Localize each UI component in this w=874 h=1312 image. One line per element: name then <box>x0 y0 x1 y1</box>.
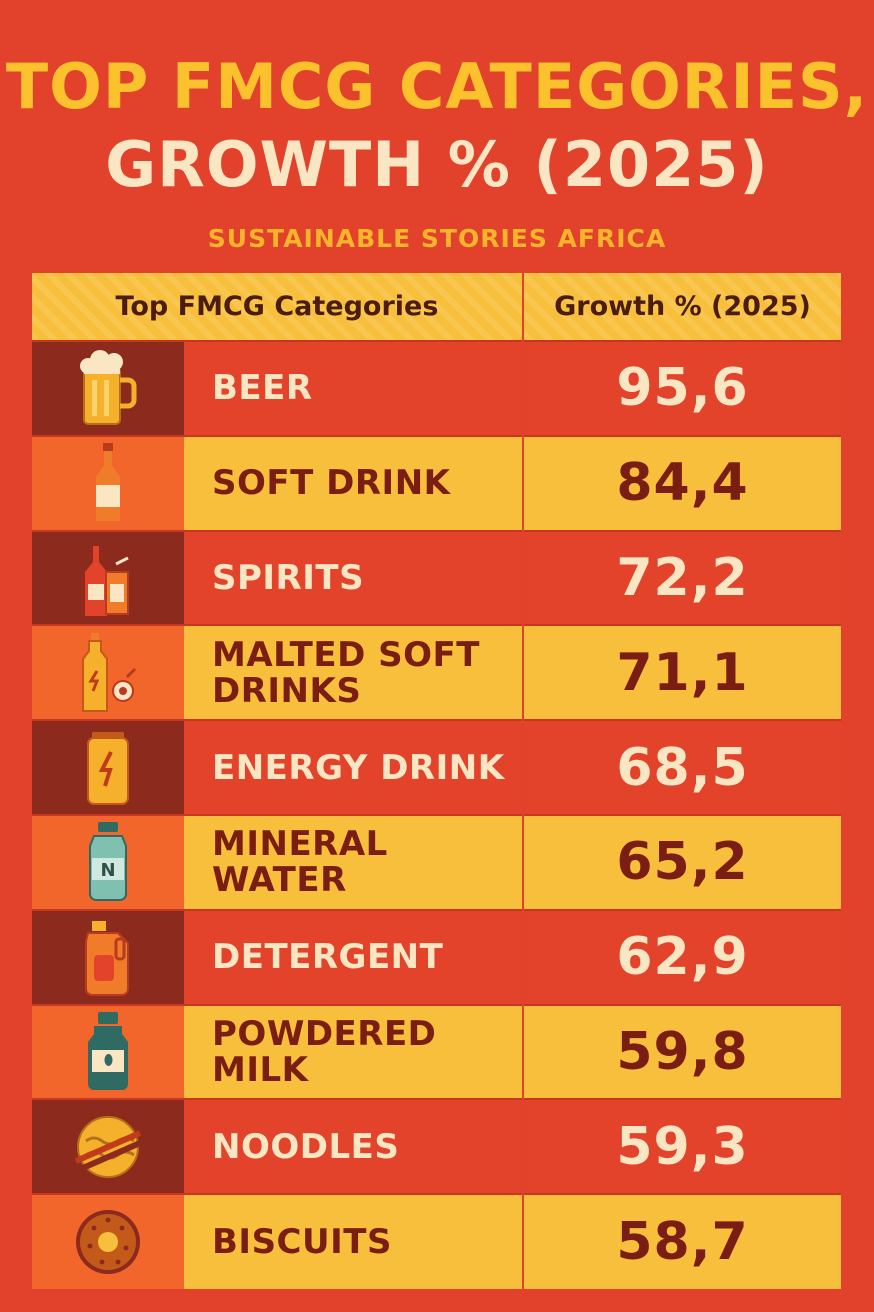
chart-title-line2: GROWTH % (2025) <box>105 128 769 201</box>
growth-value: 71,1 <box>616 642 749 703</box>
category-cell: BEER <box>184 341 522 436</box>
growth-cell: 68,5 <box>524 720 841 815</box>
svg-text:N: N <box>100 860 115 881</box>
category-label: SPIRITS <box>212 557 365 598</box>
category-cell: SOFT DRINK <box>184 435 522 531</box>
table-header: Top FMCG Categories Growth % (2025) <box>32 273 841 341</box>
detergent-jug-icon <box>32 909 184 1005</box>
milk-powder-bottle-icon <box>32 1004 184 1100</box>
growth-value: 68,5 <box>616 737 749 798</box>
table-row: POWDERED MILK 59,8 <box>32 1004 841 1100</box>
table-row: SPIRITS 72,2 <box>32 530 841 626</box>
table-row: ENERGY DRINK 68,5 <box>32 720 841 815</box>
table-row: BEER 95,6 <box>32 341 841 436</box>
spirits-bottle-glass-icon <box>32 530 184 626</box>
growth-table: Top FMCG Categories Growth % (2025) BEER… <box>32 273 841 1289</box>
category-label: DETERGENT <box>212 937 444 978</box>
growth-cell: 84,4 <box>524 435 841 531</box>
growth-value: 84,4 <box>616 453 749 514</box>
growth-cell: 95,6 <box>524 341 841 436</box>
category-label: BISCUITS <box>212 1221 392 1262</box>
category-cell: MALTED SOFT DRINKS <box>184 625 522 721</box>
table-row: BISCUITS 58,7 <box>32 1194 841 1289</box>
row-divider <box>32 434 841 437</box>
growth-cell: 71,1 <box>524 625 841 721</box>
malted-drink-bottle-icon <box>32 625 184 721</box>
row-divider <box>32 1003 841 1006</box>
growth-cell: 65,2 <box>524 815 841 910</box>
noodles-icon <box>32 1099 184 1195</box>
category-cell: SPIRITS <box>184 530 522 626</box>
category-label: SOFT DRINK <box>212 463 451 504</box>
column-header-growth: Growth % (2025) <box>554 291 811 322</box>
growth-value: 72,2 <box>616 547 749 608</box>
table-row: N MINERAL WATER 65,2 <box>32 815 841 910</box>
category-label: BEER <box>212 368 313 409</box>
category-label: NOODLES <box>212 1126 400 1167</box>
growth-value: 58,7 <box>616 1211 749 1272</box>
row-divider <box>32 1193 841 1196</box>
growth-value: 95,6 <box>616 358 749 419</box>
growth-value: 59,8 <box>616 1021 749 1082</box>
growth-cell: 59,8 <box>524 1004 841 1100</box>
row-divider <box>32 624 841 627</box>
column-divider <box>522 273 524 1289</box>
row-divider <box>32 340 841 342</box>
category-label: ENERGY DRINK <box>212 747 505 788</box>
category-cell: MINERAL WATER <box>184 815 522 910</box>
growth-cell: 58,7 <box>524 1194 841 1289</box>
row-divider <box>32 719 841 722</box>
category-label: MALTED SOFT DRINKS <box>212 634 480 711</box>
row-divider <box>32 529 841 532</box>
bottle-icon <box>32 435 184 531</box>
table-row: SOFT DRINK 84,4 <box>32 435 841 531</box>
chart-subtitle: SUSTAINABLE STORIES AFRICA <box>207 224 667 253</box>
table-row: NOODLES 59,3 <box>32 1099 841 1195</box>
growth-cell: 72,2 <box>524 530 841 626</box>
growth-cell: 59,3 <box>524 1099 841 1195</box>
beer-mug-icon <box>32 341 184 436</box>
table-row: DETERGENT 62,9 <box>32 909 841 1005</box>
energy-can-icon <box>32 720 184 815</box>
row-divider <box>32 814 841 816</box>
column-header-category: Top FMCG Categories <box>115 291 439 322</box>
category-label: POWDERED MILK <box>212 1013 437 1090</box>
category-cell: NOODLES <box>184 1099 522 1195</box>
category-cell: ENERGY DRINK <box>184 720 522 815</box>
growth-cell: 62,9 <box>524 909 841 1005</box>
chart-title-line1: TOP FMCG CATEGORIES, <box>5 50 869 123</box>
row-divider <box>32 1098 841 1101</box>
category-cell: DETERGENT <box>184 909 522 1005</box>
category-cell: BISCUITS <box>184 1194 522 1289</box>
category-label: MINERAL WATER <box>212 824 388 901</box>
table-row: MALTED SOFT DRINKS 71,1 <box>32 625 841 721</box>
growth-value: 62,9 <box>616 927 749 988</box>
category-cell: POWDERED MILK <box>184 1004 522 1100</box>
row-divider <box>32 908 841 911</box>
biscuit-icon <box>32 1194 184 1289</box>
growth-value: 59,3 <box>616 1116 749 1177</box>
growth-value: 65,2 <box>616 832 749 893</box>
water-bottle-icon: N <box>32 815 184 910</box>
